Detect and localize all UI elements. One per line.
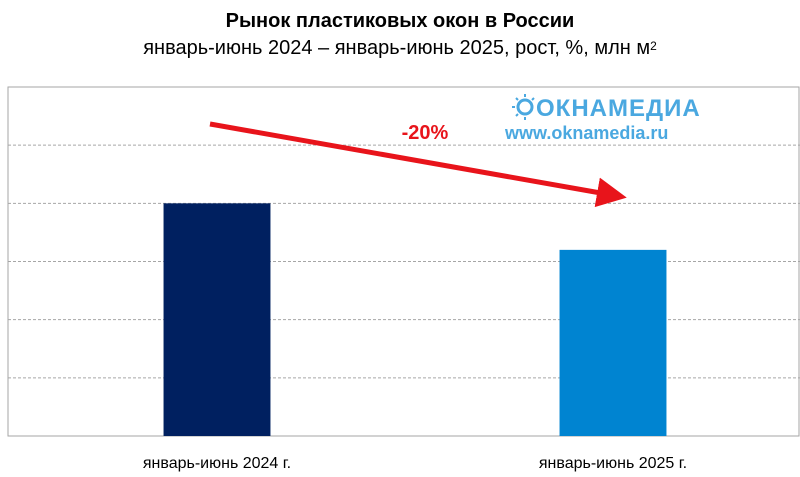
watermark-logo: ОКНАМЕДИА www.oknamedia.ru <box>504 94 701 143</box>
sun-icon <box>512 94 535 120</box>
bars <box>163 203 667 436</box>
bar-2 <box>559 249 667 436</box>
watermark-brand: ОКНАМЕДИА <box>536 95 701 122</box>
trend-arrow-line <box>209 121 627 208</box>
category-label: январь-июнь 2024 г. <box>143 455 291 472</box>
gridlines <box>7 86 800 437</box>
chart-subtitle: январь-июнь 2024 – январь-июнь 2025, рос… <box>0 36 800 60</box>
chart-title: Рынок пластиковых окон в России <box>225 10 575 32</box>
category-labels: январь-июнь 2024 г. январь-июнь 2025 г. <box>143 455 687 472</box>
watermark-url: www.oknamedia.ru <box>504 123 668 143</box>
trend-arrow: -20% <box>209 121 627 208</box>
category-label: январь-июнь 2025 г. <box>539 455 687 472</box>
chart-subtitle-text: январь-июнь 2024 – январь-июнь 2025, рос… <box>143 37 651 59</box>
chart-subtitle-superscript: 2 <box>650 39 657 53</box>
bar-1 <box>163 203 271 436</box>
change-label: -20% <box>402 122 449 144</box>
